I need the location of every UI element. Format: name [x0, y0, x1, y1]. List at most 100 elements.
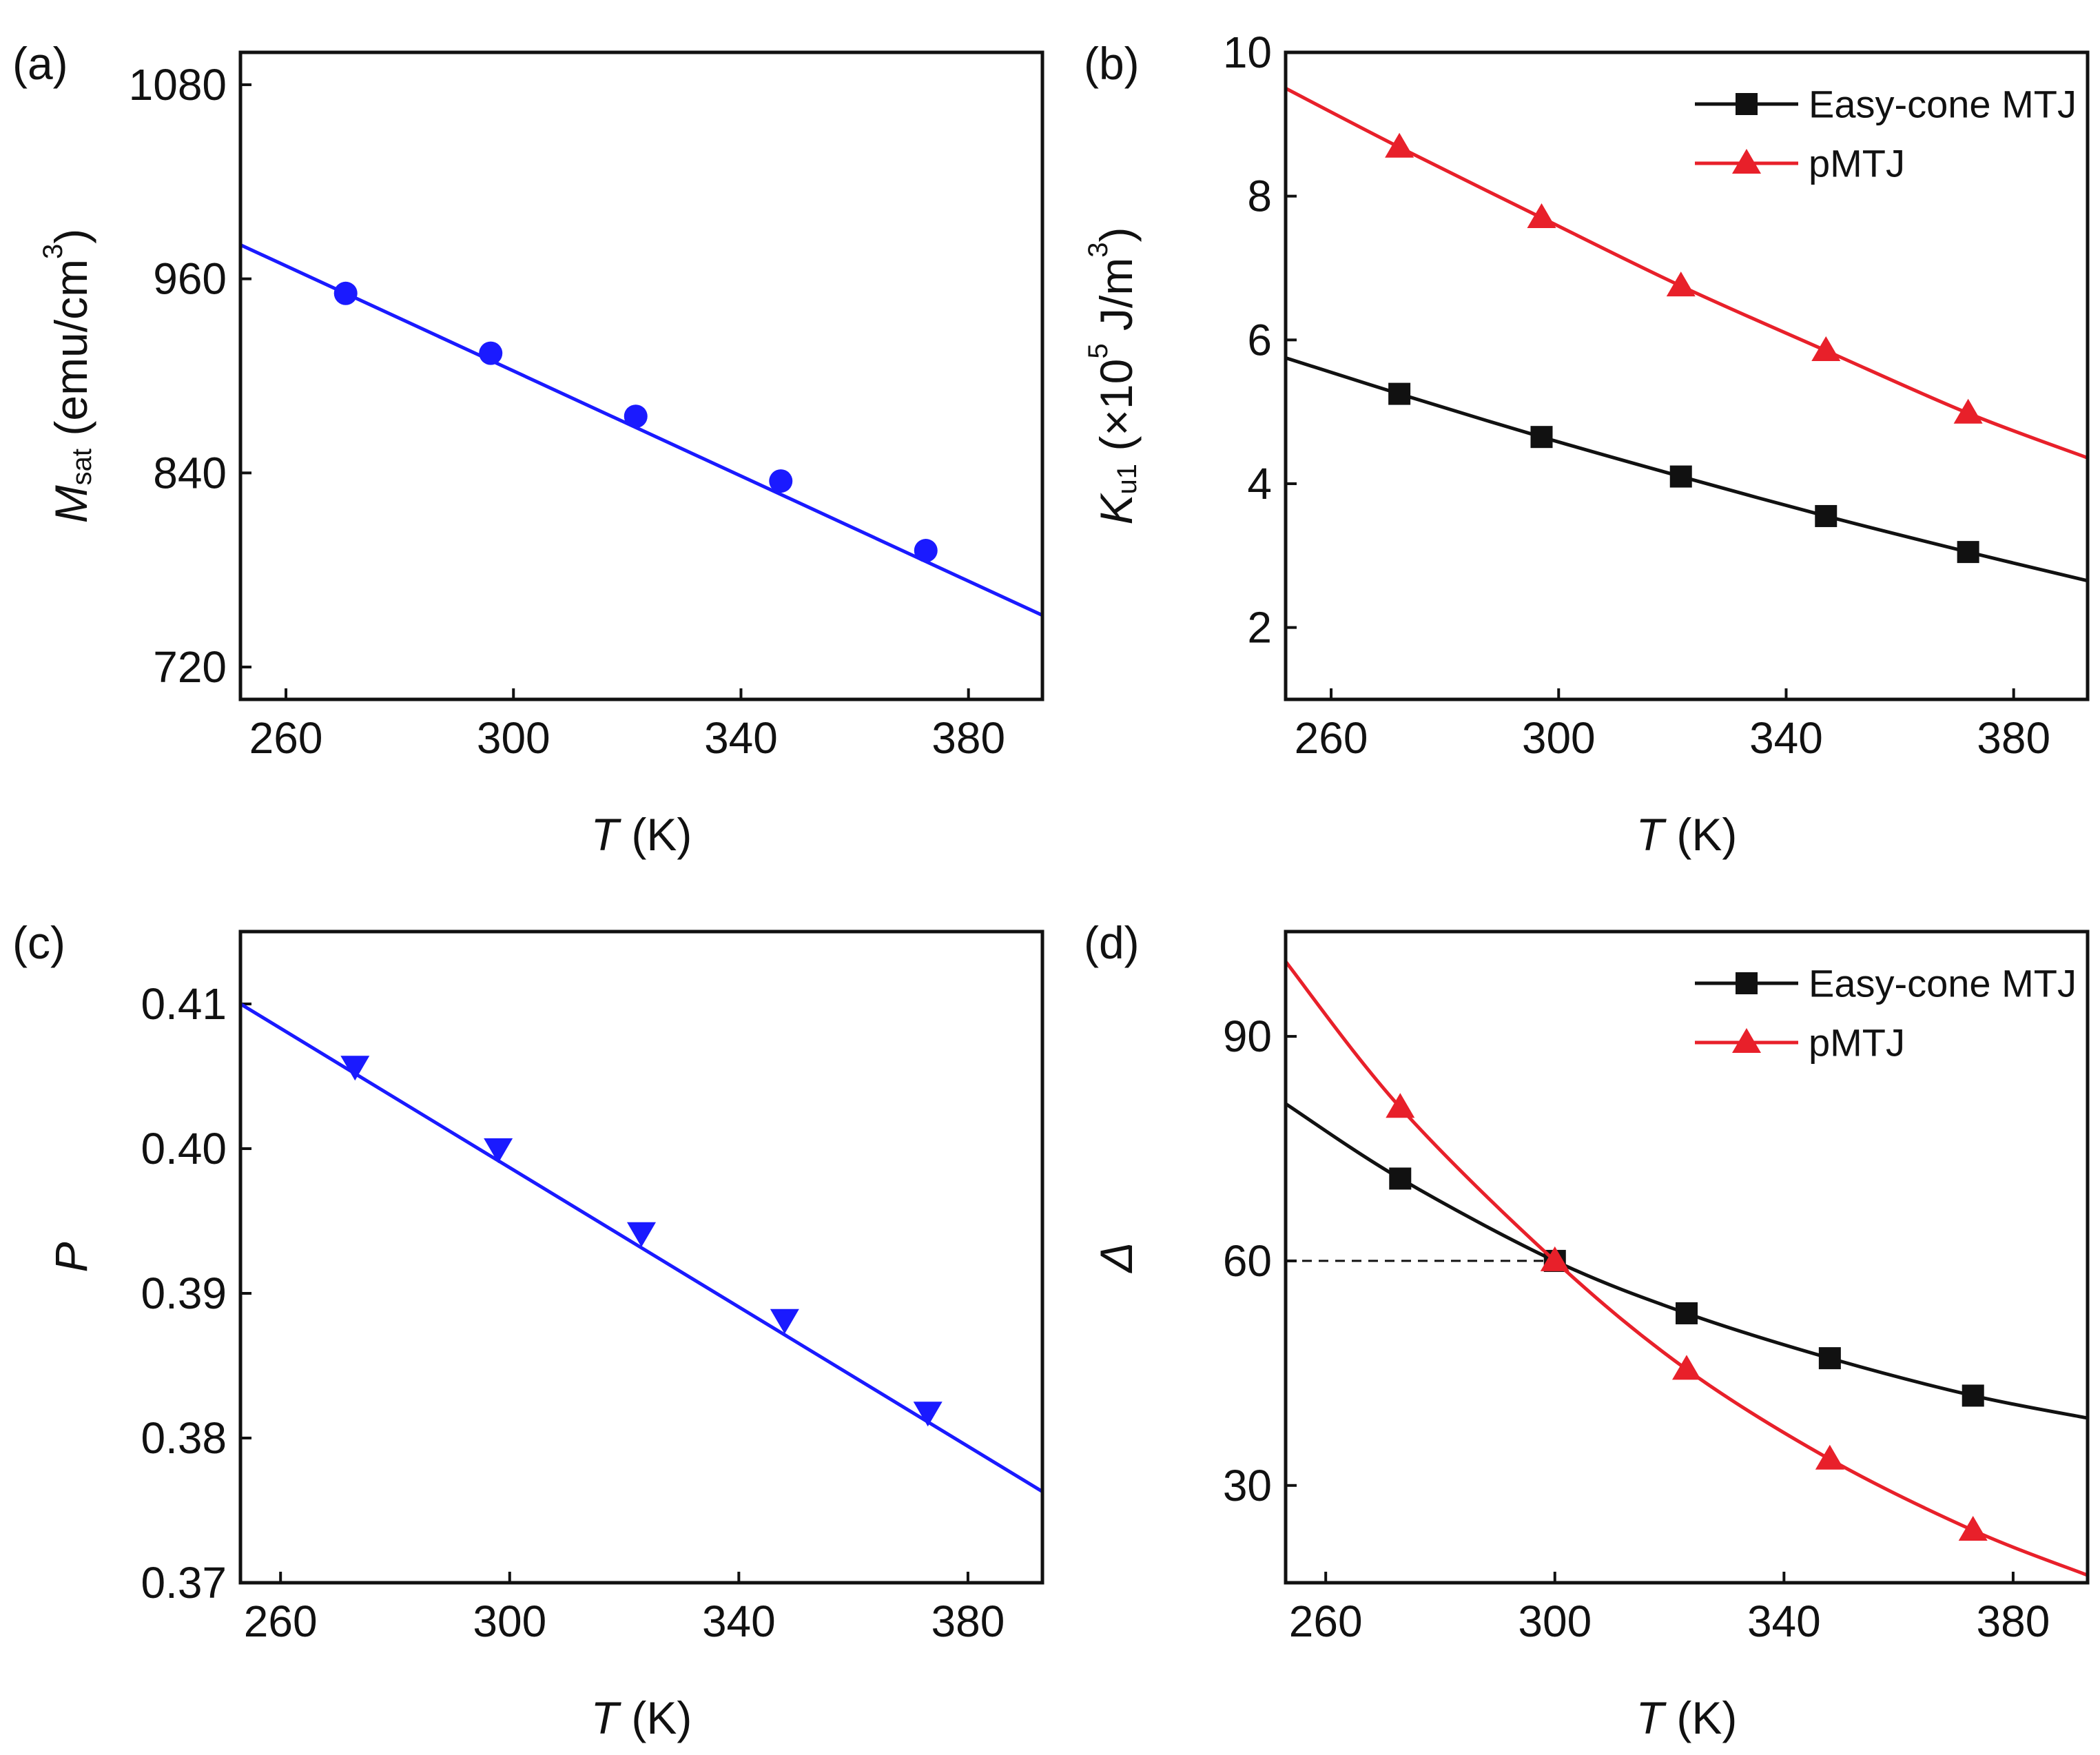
- x-tick-label: 260: [249, 713, 323, 763]
- easy-cone-mtj-point: [1389, 1167, 1412, 1190]
- panel-label: (c): [12, 917, 65, 968]
- legend-marker: [1732, 149, 1761, 174]
- pmtj-point: [1386, 1093, 1415, 1118]
- easy-cone-mtj-point: [1818, 1347, 1841, 1370]
- pmtj-point: [1666, 271, 1696, 297]
- easy-cone-mtj-point: [1669, 465, 1692, 488]
- x-axis-label: T (K): [591, 1692, 692, 1743]
- y-tick-label: 6: [1247, 315, 1272, 365]
- plot-frame: [238, 930, 1044, 1585]
- x-tick-label: 260: [1295, 713, 1368, 763]
- y-tick-label: 840: [153, 448, 227, 497]
- panel-label: (b): [1084, 38, 1140, 89]
- x-tick-label: 300: [477, 713, 550, 763]
- msat-point: [479, 341, 503, 365]
- y-tick-label: 0.38: [141, 1413, 227, 1463]
- series-pmtj: [1286, 960, 2088, 1577]
- easy-cone-mtj-point: [1957, 541, 1979, 564]
- x-tick-label: 340: [702, 1597, 776, 1646]
- x-tick-label: 380: [1977, 713, 2050, 763]
- pmtj-point: [1672, 1355, 1701, 1380]
- p-point: [340, 1056, 370, 1081]
- x-tick-label: 380: [931, 713, 1005, 763]
- series-easy-cone-mtj: [1286, 1102, 2088, 1420]
- panel-label: (d): [1084, 917, 1140, 968]
- x-tick-label: 300: [473, 1597, 546, 1646]
- y-tick-label: 1080: [129, 60, 227, 110]
- legend-label: pMTJ: [1809, 1021, 1905, 1065]
- x-tick-label: 260: [1289, 1597, 1363, 1646]
- easy-cone-mtj-point: [1676, 1302, 1698, 1324]
- y-tick-label: 90: [1223, 1012, 1272, 1061]
- plot-frame: [238, 50, 1044, 701]
- y-tick-label: 960: [153, 254, 227, 304]
- pmtj-point: [1540, 1246, 1569, 1271]
- x-tick-label: 300: [1522, 713, 1596, 763]
- legend-item: pMTJ: [1695, 142, 1905, 185]
- msat-point: [624, 404, 648, 429]
- easy-cone-mtj-point: [1388, 382, 1411, 405]
- legend-item: pMTJ: [1695, 1021, 1905, 1065]
- legend-item: Easy-cone MTJ: [1695, 962, 2077, 1005]
- panel-label: (a): [12, 38, 68, 89]
- legend: Easy-cone MTJ pMTJ: [1695, 962, 2077, 1065]
- y-tick-label: 60: [1223, 1236, 1272, 1286]
- easy-cone-mtj-point: [1815, 504, 1838, 527]
- y-tick-label: 4: [1247, 459, 1272, 509]
- y-axis-label: P: [45, 1242, 96, 1272]
- pmtj-point: [1953, 398, 1983, 424]
- legend-marker: [1736, 93, 1758, 115]
- y-tick-label: 10: [1223, 28, 1272, 77]
- msat-point: [769, 469, 793, 493]
- pmtj-point: [1958, 1515, 1988, 1541]
- plot-frame: [1284, 50, 2090, 701]
- series-easy-cone-mtj: [1286, 356, 2088, 583]
- x-axis-label: T (K): [1636, 809, 1738, 860]
- y-tick-label: 0.41: [141, 979, 227, 1029]
- pmtj-point: [1527, 203, 1556, 228]
- y-tick-label: 30: [1223, 1461, 1272, 1510]
- p-point: [484, 1138, 513, 1163]
- legend-marker: [1736, 972, 1758, 994]
- series-p: [240, 1002, 1042, 1493]
- p-point: [913, 1402, 943, 1427]
- p-point: [770, 1308, 799, 1334]
- plot-frame: [1284, 930, 2090, 1585]
- y-tick-label: 2: [1247, 603, 1272, 653]
- y-tick-label: 8: [1247, 172, 1272, 221]
- legend-item: Easy-cone MTJ: [1695, 83, 2077, 126]
- x-tick-label: 340: [1747, 1597, 1821, 1646]
- p-point: [627, 1222, 656, 1247]
- x-tick-label: 340: [704, 713, 778, 763]
- msat-fit-line: [240, 243, 1042, 617]
- y-axis-label: Δ: [1091, 1242, 1142, 1273]
- y-axis-label: Msat (emu/cm3): [38, 229, 97, 524]
- series-pmtj: [1286, 86, 2088, 460]
- legend-label: pMTJ: [1809, 142, 1905, 185]
- x-axis-label: T (K): [591, 809, 692, 860]
- pmtj-point: [1811, 336, 1841, 361]
- y-tick-label: 720: [153, 642, 227, 692]
- x-tick-label: 380: [1977, 1597, 2050, 1646]
- legend-label: Easy-cone MTJ: [1809, 962, 2077, 1005]
- y-tick-label: 0.39: [141, 1269, 227, 1318]
- p-fit-line: [240, 1002, 1042, 1493]
- x-axis-label: T (K): [1636, 1692, 1738, 1743]
- legend: Easy-cone MTJ pMTJ: [1695, 83, 2077, 185]
- y-tick-label: 0.37: [141, 1558, 227, 1608]
- y-tick-label: 0.40: [141, 1124, 227, 1173]
- x-tick-label: 260: [244, 1597, 318, 1646]
- series-msat: [240, 243, 1042, 617]
- panel-d: (d) 260 300 340 380 30 60 90 T (K) Δ Easy-cone MTJ…: [1084, 917, 2090, 1743]
- pmtj-point: [1385, 132, 1414, 158]
- pmtj-fit-line: [1286, 960, 2088, 1577]
- easy-cone-mtj-point: [1530, 426, 1553, 449]
- legend-label: Easy-cone MTJ: [1809, 83, 2077, 126]
- msat-point: [333, 281, 358, 305]
- pmtj-point: [1815, 1444, 1844, 1470]
- x-tick-label: 380: [931, 1597, 1005, 1646]
- msat-point: [914, 539, 938, 563]
- legend-marker: [1732, 1028, 1761, 1053]
- y-axis-label: Ku1 (×105 J/m3): [1083, 227, 1142, 525]
